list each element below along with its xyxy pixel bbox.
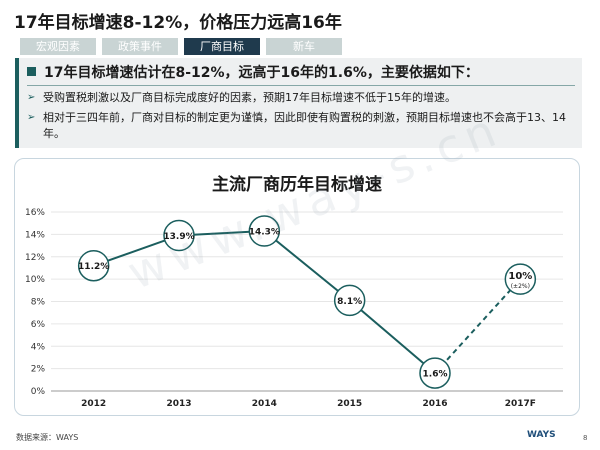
data-label: 14.3%: [249, 228, 280, 238]
data-label: 13.9%: [163, 232, 194, 242]
tab-policy[interactable]: 政策事件: [102, 38, 178, 55]
bullet-text: 受购置税刺激以及厂商目标完成度好的因素，预期17年目标增速不低于15年的增速。: [43, 91, 456, 104]
arrow-bullet-icon: ➢: [27, 92, 36, 103]
x-tick-label: 2015: [337, 399, 362, 409]
ways-logo: WAYS: [527, 430, 556, 440]
data-point: [419, 357, 451, 389]
x-tick-label: 2016: [422, 399, 447, 409]
data-sub-label: (±2%): [511, 283, 530, 290]
data-point: [504, 263, 537, 295]
bullet-item: ➢ 相对于三四年前，厂商对目标的制定更为谨慎，因此即使有购置税的刺激，预期目标增速…: [27, 110, 573, 142]
data-label: 1.6%: [423, 370, 448, 380]
y-tick-label: 2%: [31, 365, 46, 375]
line-chart: 主流厂商历年目标增速 0% 2% 4% 6% 8% 10% 12% 14% 16% 2012 2013…: [25, 174, 563, 409]
data-label: 8.1%: [337, 297, 362, 307]
summary-panel: 17年目标增速估计在8-12%，远高于16年的1.6%，主要依据如下： ➢ 受购置…: [15, 58, 582, 148]
y-tick-label: 0%: [31, 387, 46, 397]
arrow-bullet-icon: ➢: [27, 112, 36, 123]
tab-macro[interactable]: 宏观因素: [20, 38, 96, 55]
bullet-item: ➢ 受购置税刺激以及厂商目标完成度好的因素，预期17年目标增速不低于15年的增速。: [27, 90, 573, 106]
x-tick-label: 2014: [252, 399, 277, 409]
data-point: [333, 284, 366, 317]
data-label: 11.2%: [78, 262, 109, 272]
bullet-text: 相对于三四年前，厂商对目标的制定更为谨慎，因此即使有购置税的刺激，预期目标增速也…: [43, 111, 566, 140]
divider: [27, 85, 575, 86]
square-bullet-icon: [27, 67, 36, 76]
data-source: 数据来源：WAYS: [16, 433, 79, 442]
tab-new-car[interactable]: 新车: [266, 38, 342, 55]
y-tick-label: 10%: [25, 275, 45, 285]
tab-bar: 宏观因素 政策事件 厂商目标 新车: [20, 38, 342, 55]
x-tick-label: 2013: [166, 399, 191, 409]
y-tick-label: 14%: [25, 230, 45, 240]
data-point: [77, 249, 110, 282]
data-label: 10%: [508, 271, 532, 282]
data-point: [163, 219, 195, 252]
y-tick-label: 4%: [31, 342, 46, 352]
summary-heading-text: 17年目标增速估计在8-12%，远高于16年的1.6%，主要依据如下：: [44, 65, 479, 81]
x-tick-label: 2017F: [505, 399, 536, 409]
summary-heading: 17年目标增速估计在8-12%，远高于16年的1.6%，主要依据如下：: [27, 62, 479, 82]
y-tick-label: 8%: [31, 298, 46, 308]
chart-title: 主流厂商历年目标增速: [212, 174, 382, 195]
y-tick-label: 6%: [31, 320, 46, 330]
x-tick-label: 2012: [81, 399, 106, 409]
data-point: [248, 215, 281, 247]
forecast-line: [434, 278, 522, 374]
y-tick-label: 16%: [25, 208, 45, 218]
page-title: 17年目标增速8-12%，价格压力远高16年: [14, 13, 342, 33]
page-number: 8: [583, 434, 588, 442]
y-tick-label: 12%: [25, 253, 45, 263]
tab-manufacturer-target[interactable]: 厂商目标: [184, 38, 260, 55]
chart-container: 主流厂商历年目标增速 0% 2% 4% 6% 8% 10% 12% 14% 16% 2012 2013…: [14, 158, 580, 416]
